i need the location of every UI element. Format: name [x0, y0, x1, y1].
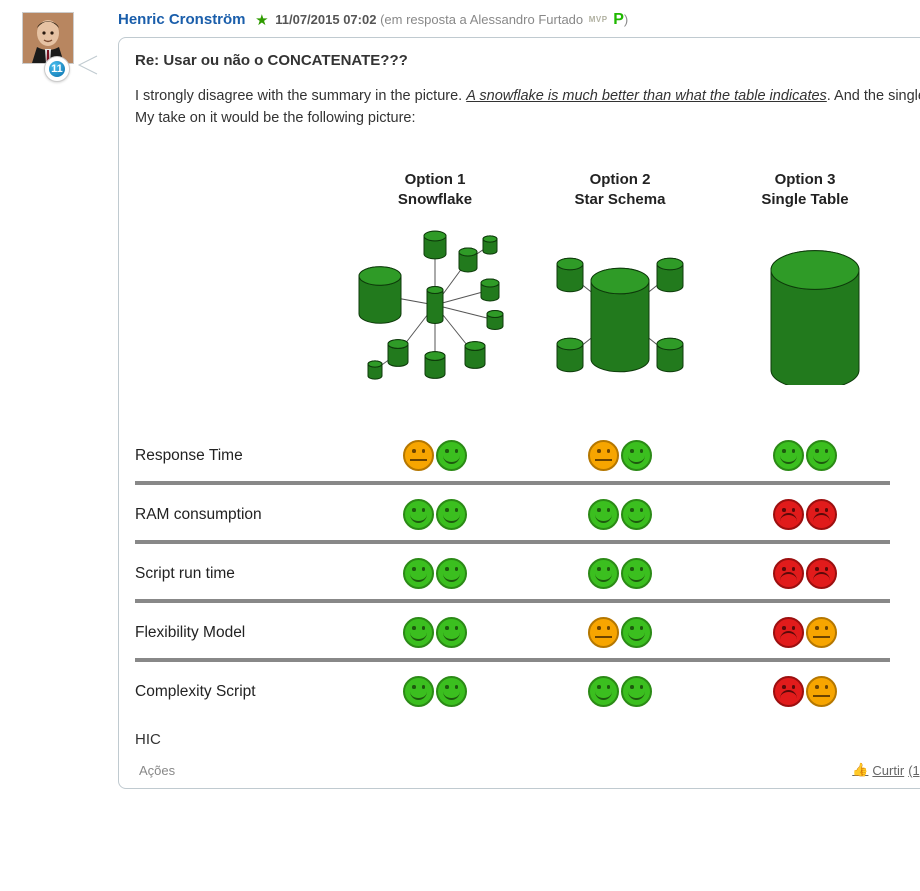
- face-green-icon: [621, 440, 652, 471]
- avatar-presence-badge: 11: [44, 56, 70, 82]
- metric-row: Response Time: [135, 440, 920, 479]
- face-green-icon: [588, 499, 619, 530]
- text-lead: I strongly disagree with the summary in …: [135, 88, 466, 104]
- text-underlined: A snowflake is much better than what the…: [466, 88, 827, 104]
- metric-label: Response Time: [135, 447, 335, 465]
- option-header-2: Option 3Single Table: [720, 170, 890, 211]
- metric-row: RAM consumption: [135, 499, 920, 538]
- post-title: Re: Usar ou não o CONCATENATE???: [135, 52, 920, 69]
- metric-label: Flexibility Model: [135, 624, 335, 642]
- face-orange-icon: [806, 676, 837, 707]
- face-green-icon: [403, 499, 434, 530]
- row-divider: [135, 540, 890, 544]
- like-label: Curtir: [872, 763, 904, 778]
- metric-row: Flexibility Model: [135, 617, 920, 656]
- partner-badge: P: [613, 11, 624, 28]
- face-green-icon: [403, 558, 434, 589]
- face-orange-icon: [588, 440, 619, 471]
- option-header-0: Option 1Snowflake: [350, 170, 520, 211]
- image-scroll-container[interactable]: Option 1Snowflake Option 2Star Schema Opti…: [135, 140, 920, 755]
- thumb-up-icon: 👍: [852, 762, 868, 778]
- metric-cell: [720, 617, 890, 648]
- signature: HIC: [135, 731, 920, 748]
- face-green-icon: [403, 676, 434, 707]
- metric-cell: [535, 440, 705, 471]
- face-green-icon: [403, 617, 434, 648]
- diagram-single: [720, 225, 890, 385]
- metric-cell: [720, 440, 890, 471]
- option-header-1: Option 2Star Schema: [535, 170, 705, 211]
- face-orange-icon: [403, 440, 434, 471]
- metric-cell: [535, 558, 705, 589]
- face-green-icon: [588, 676, 619, 707]
- metric-label: RAM consumption: [135, 506, 335, 524]
- face-green-icon: [621, 617, 652, 648]
- metric-cell: [535, 617, 705, 648]
- post-body: Re: Usar ou não o CONCATENATE??? I stron…: [118, 37, 920, 789]
- comparison-chart: Option 1Snowflake Option 2Star Schema Opti…: [135, 140, 920, 749]
- avatar[interactable]: [22, 12, 74, 64]
- metric-cell: [350, 499, 520, 530]
- metric-cell: [350, 676, 520, 707]
- face-red-icon: [806, 558, 837, 589]
- metric-row: Script run time: [135, 558, 920, 597]
- face-red-icon: [806, 499, 837, 530]
- post-text: I strongly disagree with the summary in …: [135, 85, 920, 130]
- face-orange-icon: [806, 617, 837, 648]
- face-green-icon: [436, 676, 467, 707]
- metric-label: Script run time: [135, 565, 335, 583]
- like-button[interactable]: 👍 Curtir (1): [852, 762, 920, 778]
- diagram-star: [535, 225, 705, 385]
- face-red-icon: [773, 558, 804, 589]
- post-header: Henric Cronström ★ 11/07/2015 07:02 (em …: [118, 6, 920, 37]
- metric-cell: [350, 440, 520, 471]
- like-count: (1): [908, 763, 920, 778]
- row-divider: [135, 658, 890, 662]
- metric-cell: [720, 676, 890, 707]
- face-orange-icon: [588, 617, 619, 648]
- reply-to-link[interactable]: Alessandro Furtado: [470, 12, 583, 27]
- metric-row: Complexity Script: [135, 676, 920, 715]
- metric-cell: [535, 499, 705, 530]
- face-green-icon: [436, 617, 467, 648]
- reply-prefix: (em resposta a: [380, 12, 470, 27]
- paren-close: ): [624, 12, 628, 27]
- metric-cell: [720, 558, 890, 589]
- face-red-icon: [773, 676, 804, 707]
- metric-cell: [720, 499, 890, 530]
- mvp-badge: MVP: [589, 15, 608, 24]
- face-green-icon: [588, 558, 619, 589]
- actions-menu[interactable]: Ações: [139, 763, 175, 778]
- metric-cell: [535, 676, 705, 707]
- face-green-icon: [436, 558, 467, 589]
- speech-pointer: [76, 54, 98, 76]
- face-green-icon: [436, 499, 467, 530]
- row-divider: [135, 599, 890, 603]
- face-green-icon: [621, 499, 652, 530]
- face-red-icon: [773, 499, 804, 530]
- diagram-snowflake: [350, 225, 520, 385]
- face-green-icon: [436, 440, 467, 471]
- row-divider: [135, 481, 890, 485]
- metric-cell: [350, 617, 520, 648]
- star-icon: ★: [255, 12, 268, 29]
- face-green-icon: [806, 440, 837, 471]
- face-red-icon: [773, 617, 804, 648]
- metric-cell: [350, 558, 520, 589]
- face-green-icon: [621, 676, 652, 707]
- author-link[interactable]: Henric Cronström: [118, 11, 246, 28]
- face-green-icon: [621, 558, 652, 589]
- metric-label: Complexity Script: [135, 683, 335, 701]
- face-green-icon: [773, 440, 804, 471]
- post-timestamp: 11/07/2015 07:02: [275, 12, 376, 27]
